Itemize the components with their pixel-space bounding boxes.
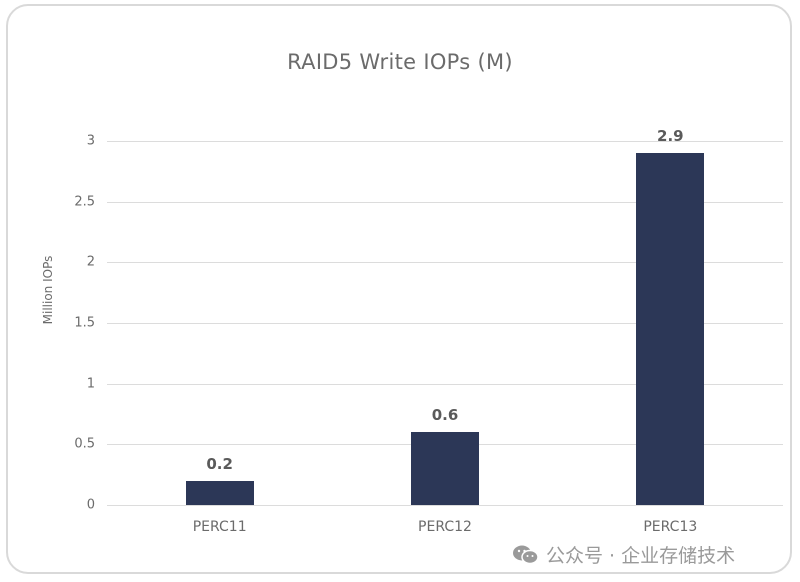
y-tick-label: 1 [86, 376, 95, 392]
gridline [107, 323, 783, 324]
bar [636, 153, 705, 505]
bar [411, 432, 479, 505]
data-label: 0.6 [431, 406, 459, 425]
wechat-icon [512, 544, 540, 566]
y-tick-label: 2 [86, 254, 95, 270]
x-category-label: PERC12 [418, 519, 472, 535]
y-axis-label: Million IOPs [41, 255, 55, 325]
y-tick-label: 3 [86, 133, 95, 149]
x-category-label: PERC11 [192, 519, 247, 535]
y-tick-label: 2.5 [74, 194, 95, 210]
gridline [107, 141, 783, 142]
gridline [107, 201, 783, 203]
watermark-text: 公众号 · 企业存储技术 [546, 545, 736, 567]
gridline [107, 383, 783, 385]
bar [185, 480, 254, 505]
x-category-label: PERC13 [643, 519, 698, 535]
gridline [107, 262, 783, 264]
y-tick-label: 0.5 [74, 436, 95, 452]
y-tick-label: 0 [86, 497, 95, 513]
watermark: 公众号 · 企业存储技术 [512, 541, 735, 568]
data-label: 2.9 [657, 127, 684, 146]
gridline [107, 505, 783, 506]
data-label: 0.2 [206, 454, 233, 473]
chart-title: RAID5 Write IOPs (M) [287, 50, 513, 74]
y-tick-label: 1.5 [74, 315, 95, 331]
plot-area: 0.2 0.6 2.9 [107, 127, 783, 506]
